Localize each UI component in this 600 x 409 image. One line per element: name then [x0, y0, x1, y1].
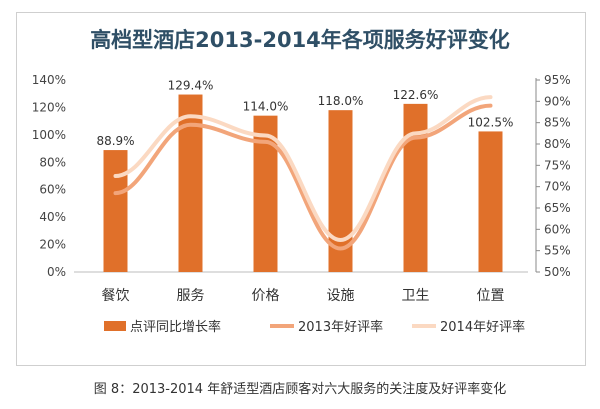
left-tick-label: 100%	[32, 128, 66, 142]
bar-data-label: 114.0%	[243, 100, 289, 114]
line-series	[113, 95, 493, 251]
line-point	[189, 123, 192, 127]
bar	[478, 131, 503, 272]
bar-data-label: 122.6%	[393, 88, 439, 102]
left-tick-label: 80%	[39, 155, 66, 169]
right-tick-label: 95%	[544, 73, 571, 87]
right-tick-label: 60%	[544, 222, 571, 236]
right-tick-label: 75%	[544, 158, 571, 172]
category-label: 服务	[177, 288, 205, 304]
line-point	[339, 247, 342, 251]
legend-label-2014: 2014年好评率	[440, 319, 525, 335]
category-label: 价格	[252, 288, 280, 304]
right-tick-label: 80%	[544, 137, 571, 151]
bar	[403, 103, 428, 272]
line-point	[339, 238, 342, 242]
left-tick-label: 0%	[47, 265, 66, 279]
line-point	[114, 174, 117, 178]
bar	[103, 150, 128, 272]
line-point	[414, 131, 417, 135]
line-point	[489, 95, 492, 99]
line-point	[489, 104, 492, 108]
left-tick-label: 20%	[39, 238, 66, 252]
category-label: 卫生	[402, 288, 430, 304]
right-tick-label: 70%	[544, 180, 571, 194]
right-axis: 50% 55% 60% 65% 70% 75% 80% 85% 90% 95%	[74, 73, 571, 279]
left-tick-label: 40%	[39, 210, 66, 224]
left-axis: 0% 20% 40% 60% 80% 100% 120% 140%	[32, 73, 66, 279]
legend-label-2013: 2013年好评率	[298, 319, 383, 335]
bar	[178, 94, 203, 272]
line-point	[414, 136, 417, 140]
left-tick-label: 60%	[39, 183, 66, 197]
line-point	[189, 114, 192, 118]
bar-data-label: 129.4%	[168, 79, 214, 93]
bar-data-label: 88.9%	[96, 134, 134, 148]
bar-data-label: 102.5%	[468, 115, 514, 129]
chart-title: 高档型酒店2013-2014年各项服务好评变化	[90, 28, 510, 52]
category-axis: 餐饮 服务 价格 设施 卫生 位置	[102, 288, 505, 304]
category-label: 设施	[327, 288, 355, 304]
line-point	[264, 140, 267, 144]
bar-data-labels: 88.9% 129.4% 114.0% 118.0% 122.6% 102.5%	[96, 79, 513, 149]
line-point	[264, 133, 267, 137]
right-tick-label: 65%	[544, 201, 571, 215]
line-point	[114, 191, 117, 195]
category-label: 位置	[477, 288, 505, 304]
figure-caption: 图 8：2013-2014 年舒适型酒店顾客对六大服务的关注度及好评率变化	[93, 382, 507, 397]
line-2014	[113, 95, 493, 243]
category-label: 餐饮	[102, 288, 130, 304]
right-tick-label: 50%	[544, 265, 571, 279]
legend: 点评同比增长率 2013年好评率 2014年好评率	[104, 319, 525, 335]
right-tick-label: 55%	[544, 244, 571, 258]
legend-swatch-bar	[104, 321, 126, 331]
bar-data-label: 118.0%	[318, 94, 364, 108]
legend-label-bar: 点评同比增长率	[130, 319, 221, 335]
right-tick-label: 90%	[544, 94, 571, 108]
left-tick-label: 120%	[32, 100, 66, 114]
right-tick-label: 85%	[544, 116, 571, 130]
left-tick-label: 140%	[32, 73, 66, 87]
